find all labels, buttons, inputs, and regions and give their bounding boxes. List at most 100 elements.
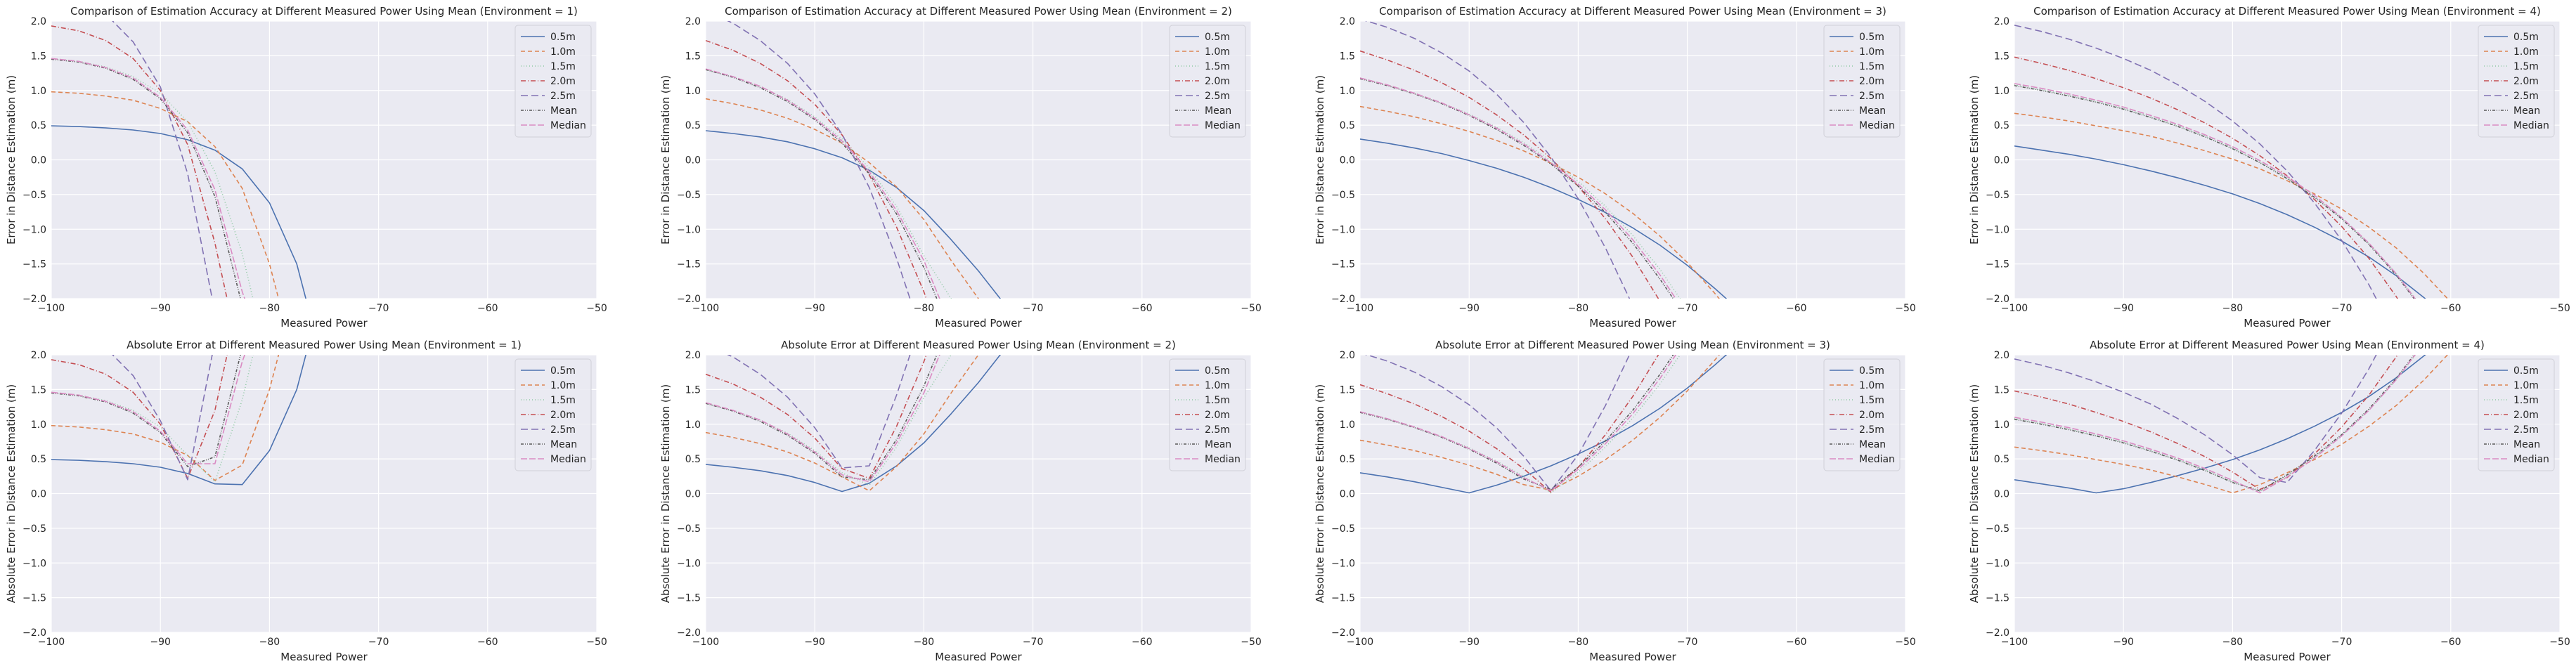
y-tick-label: 0.5 bbox=[1994, 454, 2009, 465]
legend: 0.5m 1.0m 1.5m 2.0m 2.5m Mean Median bbox=[1169, 25, 1246, 138]
series-line-mean bbox=[51, 355, 241, 467]
y-tick-label: 0.0 bbox=[31, 489, 46, 500]
x-tick-label: −70 bbox=[368, 303, 389, 314]
x-tick-label: −60 bbox=[1132, 637, 1153, 648]
series-lines bbox=[51, 21, 306, 299]
x-axis-label: Measured Power bbox=[935, 651, 1022, 663]
x-tick-label: −100 bbox=[692, 637, 719, 648]
legend: 0.5m 1.0m 1.5m 2.0m 2.5m Mean Median bbox=[1823, 25, 1901, 138]
series-line-mean bbox=[51, 58, 241, 299]
y-tick-label: −2.0 bbox=[677, 627, 701, 639]
x-tick-label: −70 bbox=[2331, 637, 2352, 648]
y-tick-label: −2.0 bbox=[677, 294, 701, 305]
y-tick-label: −2.0 bbox=[1331, 294, 1355, 305]
legend-label: Median bbox=[550, 120, 586, 131]
series-line-2-5m bbox=[1365, 355, 1631, 492]
series-line-2-5m bbox=[112, 355, 213, 481]
x-tick-label: −90 bbox=[1458, 303, 1480, 314]
series-line-median bbox=[706, 355, 940, 483]
subplot-1: −100 −90 −80 −70 −60 −50 −2.0 −1.5 −1.0 −0.5 0.0 0.… bbox=[5, 5, 607, 330]
y-tick-label: 1.0 bbox=[31, 86, 46, 97]
series-line-mean bbox=[1360, 78, 1674, 299]
series-line-0-5m bbox=[706, 130, 1002, 299]
y-tick-label: −2.0 bbox=[1986, 627, 2009, 639]
series-line-0-5m bbox=[1360, 355, 1728, 494]
y-tick-label: 0.0 bbox=[685, 489, 701, 500]
series-line-median bbox=[51, 58, 245, 299]
series-line-2-0m bbox=[1360, 355, 1659, 493]
x-tick-label: −70 bbox=[2331, 303, 2352, 314]
x-tick-label: −60 bbox=[1132, 303, 1153, 314]
legend: 0.5m 1.0m 1.5m 2.0m 2.5m Mean Median bbox=[1823, 358, 1901, 471]
series-line-median bbox=[51, 355, 245, 464]
x-tick-label: −70 bbox=[1677, 303, 1698, 314]
y-tick-label: 1.0 bbox=[1994, 419, 2009, 431]
x-tick-label: −100 bbox=[38, 303, 65, 314]
y-tick-label: 1.5 bbox=[685, 384, 701, 396]
legend-label: 1.0m bbox=[550, 46, 576, 58]
y-tick-label: −1.5 bbox=[22, 593, 46, 604]
y-axis-label: Absolute Error in Distance Estimation (m… bbox=[659, 384, 672, 603]
series-line-0-5m bbox=[2014, 145, 2426, 299]
subplot-4: −100 −90 −80 −70 −60 −50 −2.0 −1.5 −1.0 −0.5 0.0 0.… bbox=[1968, 5, 2570, 330]
x-axis-label: Measured Power bbox=[280, 317, 368, 330]
series-line-1-0m bbox=[51, 355, 280, 481]
y-tick-label: 1.5 bbox=[1994, 51, 2009, 62]
legend-label: 2.0m bbox=[1205, 410, 1230, 421]
subplot-title: Absolute Error at Different Measured Pow… bbox=[781, 339, 1176, 351]
legend-label: 1.5m bbox=[1859, 61, 1884, 72]
x-tick-label: −70 bbox=[1023, 303, 1044, 314]
subplot-5: −100 −90 −80 −70 −60 −50 −2.0 −1.5 −1.0 −0.5 0.0 0.… bbox=[5, 339, 607, 663]
legend-label: Mean bbox=[1205, 439, 1231, 450]
legend-label: 1.5m bbox=[550, 395, 576, 406]
legend-label: 2.5m bbox=[550, 91, 576, 102]
series-line-1-0m bbox=[706, 98, 979, 299]
legend-frame bbox=[2478, 358, 2555, 471]
series-line-mean bbox=[706, 355, 938, 481]
y-tick-label: 2.0 bbox=[1340, 350, 1355, 361]
y-tick-label: 2.0 bbox=[31, 16, 46, 27]
subplot-2: −100 −90 −80 −70 −60 −50 −2.0 −1.5 −1.0 −0.5 0.0 0.… bbox=[659, 5, 1262, 330]
x-tick-label: −100 bbox=[2001, 303, 2028, 314]
y-axis-label: Absolute Error in Distance Estimation (m… bbox=[5, 384, 18, 603]
y-tick-label: 0.5 bbox=[1340, 454, 1355, 465]
y-tick-label: 0.0 bbox=[1340, 155, 1355, 167]
legend-frame bbox=[1169, 358, 1246, 471]
y-tick-label: 1.0 bbox=[1340, 419, 1355, 431]
y-axis-label: Error in Distance Estimation (m) bbox=[659, 75, 672, 245]
series-line-1-0m bbox=[2014, 112, 2449, 299]
series-line-0-5m bbox=[1360, 138, 1728, 299]
series-line-1-5m bbox=[706, 69, 952, 299]
legend-label: Median bbox=[1205, 454, 1241, 465]
legend: 0.5m 1.0m 1.5m 2.0m 2.5m Mean Median bbox=[2478, 358, 2555, 471]
x-tick-label: −50 bbox=[1895, 303, 1916, 314]
legend-label: Median bbox=[1859, 454, 1895, 465]
series-line-2-5m bbox=[1365, 21, 1631, 299]
series-line-0-5m bbox=[706, 355, 1002, 493]
legend-label: 2.5m bbox=[2513, 91, 2539, 102]
series-line-mean bbox=[706, 69, 938, 299]
y-tick-label: −1.5 bbox=[677, 259, 701, 271]
y-tick-label: −1.0 bbox=[22, 558, 46, 569]
legend-label: 1.5m bbox=[2513, 61, 2539, 72]
y-tick-label: 1.5 bbox=[1340, 384, 1355, 396]
y-axis-label: Error in Distance Estimation (m) bbox=[1314, 75, 1326, 245]
y-tick-label: −0.5 bbox=[1331, 190, 1355, 201]
y-tick-label: 2.0 bbox=[1340, 16, 1355, 27]
legend-label: 0.5m bbox=[2513, 32, 2539, 43]
x-tick-label: −60 bbox=[1786, 303, 1807, 314]
legend-label: 2.0m bbox=[550, 76, 576, 87]
series-line-2-5m bbox=[2014, 25, 2377, 299]
legend-label: 0.5m bbox=[1859, 365, 1884, 377]
y-tick-label: −0.5 bbox=[677, 190, 701, 201]
y-tick-label: 1.5 bbox=[685, 51, 701, 62]
x-tick-label: −80 bbox=[2222, 637, 2244, 648]
y-tick-label: 0.5 bbox=[31, 120, 46, 131]
legend-label: 1.5m bbox=[2513, 395, 2539, 406]
legend-frame bbox=[514, 25, 592, 138]
subplot-title: Comparison of Estimation Accuracy at Dif… bbox=[1379, 5, 1886, 18]
legend-label: 0.5m bbox=[1205, 32, 1230, 43]
y-tick-label: 0.5 bbox=[1994, 120, 2009, 131]
subplot-3: −100 −90 −80 −70 −60 −50 −2.0 −1.5 −1.0 −0.5 0.0 0.… bbox=[1314, 5, 1916, 330]
y-tick-label: −1.5 bbox=[22, 259, 46, 271]
